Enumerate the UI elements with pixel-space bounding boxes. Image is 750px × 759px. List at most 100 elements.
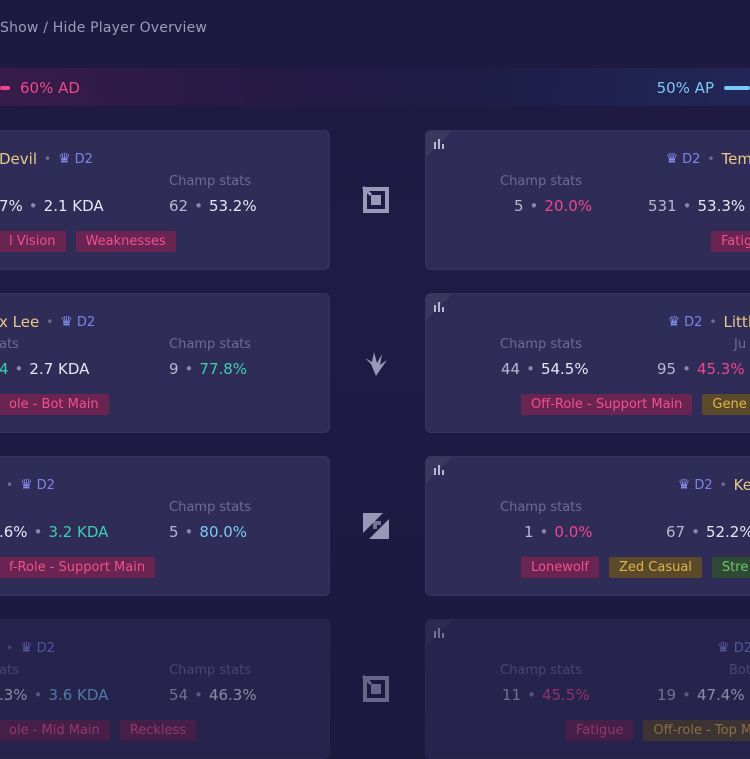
tag[interactable]: Fatigue [566,720,634,741]
jungle-claw-icon [365,352,387,376]
champ-stats: 54 • 46.3% [169,686,257,704]
player-header: x Lee • ♛ D2 [0,312,95,332]
kda: 2.1 KDA [43,197,104,215]
separator-dot: • [707,152,715,166]
champ-games: 44 [501,360,521,378]
rank-label: D2 [36,477,55,493]
champ-winrate: 20.0% [544,197,593,215]
player-stats: 4•2.7 KDA [0,360,89,378]
rank-label: D2 [733,640,750,656]
champ-stats: 44 • 54.5% [501,360,589,378]
rank-emblem-icon: ♛ [60,314,73,330]
bars-icon [434,302,444,312]
stats-label: Ju [734,337,747,352]
champ-stats: 5 • 80.0% [169,523,248,541]
left-player-card[interactable]: Devil • ♛ D2 Champ stats 7% • 2.1 KDA 62 • 53… [0,130,330,270]
stats-label: ats [0,663,19,678]
tag[interactable]: l Vision [0,231,66,252]
player-header: • ♛ D2 [0,638,55,658]
left-player-card[interactable]: • ♛ D2 ats Champ stats .3% • 3.6 KDA 54 • 46.… [0,619,330,759]
tag-list: ole - Mid Main Reckless [0,720,197,741]
rank-emblem-icon: ♛ [667,314,681,330]
tag[interactable]: Zed Casual [608,557,702,578]
player-stats: 531 • 53.3% [648,197,746,215]
tag[interactable]: Off-Role - Support Main [521,394,693,415]
tag[interactable]: Gene [702,394,750,415]
diagonal-split-icon [363,513,389,539]
rank-badge: ♛D2 [668,314,703,330]
tag[interactable]: Stre [711,557,750,578]
player-stats: 19 • 47.4% [657,686,745,704]
rank-emblem-icon: ♛ [20,640,33,656]
right-player-card[interactable]: ♛D2 Champ stats Bot 11•45.5% 19•47.4% Fa… [425,619,750,759]
champ-stats: 9 • 77.8% [169,360,248,378]
player-name: Tem [721,150,750,168]
player-stats: 95 • 45.3% [657,360,745,378]
rank-badge: ♛D2 [20,640,55,656]
winrate: .3% [0,686,28,704]
champ-stats-label: Champ stats [500,500,583,515]
tag[interactable]: Lonewolf [521,557,599,578]
champ-stats: 5 • 20.0% [514,197,593,215]
right-player-card[interactable]: ♛ D2 • Littl Champ stats Ju 44 • 54.5% 95 • 4… [425,293,750,433]
player-name: Ke [733,476,750,494]
tag-list: Off-Role - Support Main Gene [521,394,750,415]
winrate: .6% [0,523,28,541]
rank-label: D2 [682,151,701,167]
champ-games: 5 [514,197,524,215]
tag[interactable]: ole - Bot Main [0,394,109,415]
kda: 3.2 KDA [48,523,109,541]
rank-badge: ♛D2 [717,640,750,656]
winrate: 45.3% [696,360,745,378]
rank-badge: ♛D2 [20,477,55,493]
separator-dot: • [44,152,52,166]
rank-label: D2 [76,314,96,330]
player-header: ♛D2 • Ke [678,475,750,495]
right-player-card[interactable]: ♛ D2 • Tem Champ stats 5 • 20.0% 531 • 53.3% … [425,130,750,270]
player-stats: 67 • 52.2% [666,523,750,541]
separator-dot: • [709,315,717,329]
champ-winrate: 54.5% [540,360,589,378]
ad-ratio-line [0,86,10,90]
ad-ratio: 60% AD [0,78,80,98]
tag-list: Fatigue Off-role - Top M [566,720,750,741]
champ-games: 62 [169,197,189,215]
tag[interactable]: Reckless [119,720,197,741]
champ-stats-label: Champ stats [169,663,252,678]
tag[interactable]: f-Role - Support Main [0,557,156,578]
tag[interactable]: ole - Mid Main [0,720,110,741]
winrate: 4 [0,360,9,378]
champ-winrate: 53.2% [208,197,257,215]
rank-badge: ♛D2 [678,477,713,493]
player-header: ♛ D2 • Littl [668,312,750,332]
bars-icon [434,139,444,149]
rank-emblem-icon: ♛ [20,477,33,493]
player-overview-toggle[interactable]: Show / Hide Player Overview [0,20,208,36]
player-header: ♛ D2 • Tem [666,149,750,169]
kda: 2.7 KDA [29,360,90,378]
left-player-card[interactable]: x Lee • ♛D2 ats Champ stats 4•2.7 KDA 9•… [0,293,330,433]
rank-emblem-icon: ♛ [58,151,71,167]
square-pattern-icon [361,674,389,702]
games: 531 [648,197,677,215]
champ-stats: 1 • 0.0% [524,523,593,541]
damage-ratio-bar [0,68,750,106]
champ-stats: 11 • 45.5% [502,686,590,704]
player-name: x Lee [0,313,40,331]
tag[interactable]: Off-role - Top M [643,720,750,741]
ad-ratio-label: 60% AD [20,79,80,97]
rank-badge: ♛D2 [666,151,701,167]
tag[interactable]: Fatig [711,231,750,252]
champ-winrate: 0.0% [554,523,593,541]
champ-games: 9 [169,360,179,378]
tag-list: ole - Bot Main [0,394,109,415]
left-player-card[interactable]: • ♛ D2 Champ stats .6% • 3.2 KDA 5 • 80.0% f-… [0,456,330,596]
tag[interactable]: Weaknesses [75,231,176,252]
tag-list: Fatig [711,231,750,252]
games: 19 [657,686,677,704]
ap-ratio-label: 50% AP [656,79,714,97]
champ-stats: 62 • 53.2% [169,197,257,215]
right-player-card[interactable]: ♛D2 • Ke Champ stats 1•0.0% 67•52.2% Lon… [425,456,750,596]
games: 67 [666,523,686,541]
separator-dot: • [46,315,54,329]
